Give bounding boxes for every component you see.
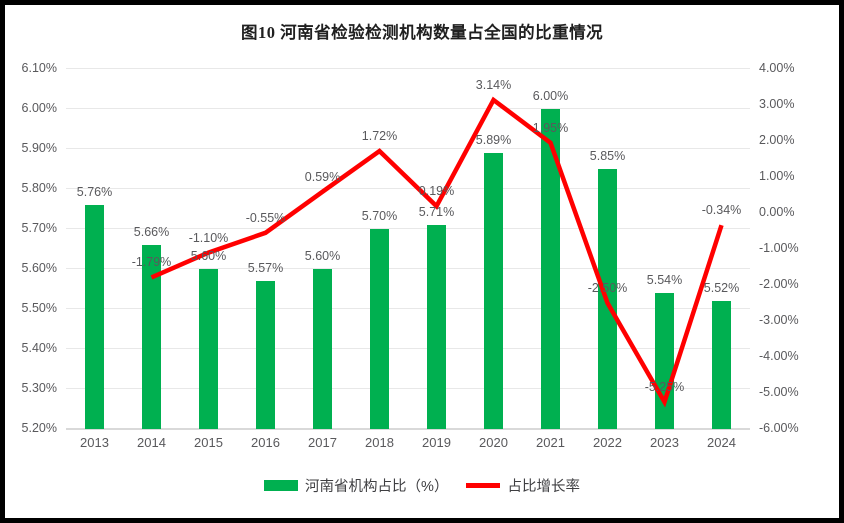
bar-value-label: 5.85%	[589, 149, 626, 163]
plot-area: 5.20% 5.30% 5.40% 5.50% 5.60% 5.70% 5.80% 5.90%…	[22, 62, 799, 450]
right-axis-tick-label: 2.00%	[759, 133, 795, 147]
x-axis-tick-label: 2018	[365, 435, 394, 450]
line-value-label: -5.25%	[644, 380, 685, 394]
line-series	[150, 96, 724, 408]
right-axis-tick-label: 1.00%	[759, 169, 795, 183]
legend-label: 占比增长率	[507, 479, 580, 495]
bar	[199, 269, 218, 429]
gridline	[66, 348, 750, 349]
line-value-label: 1.72%	[361, 129, 398, 144]
left-axis-tick-label: 5.80%	[21, 181, 57, 195]
line-value-label: 3.14%	[475, 77, 512, 92]
gridline	[66, 268, 750, 269]
line-value-label: 0.59%	[304, 169, 341, 184]
x-axis-tick-label: 2024	[707, 435, 736, 450]
line-value-label: -0.55%	[245, 210, 286, 225]
legend-item[interactable]: 河南省机构占比（%）	[264, 475, 448, 496]
line-value-label: -0.34%	[701, 203, 742, 218]
line-value-label: 0.19%	[418, 184, 455, 199]
x-axis-tick-label: 2020	[479, 435, 508, 450]
right-axis-tick-label: 3.00%	[759, 97, 795, 111]
right-axis-tick-label: -4.00%	[759, 349, 799, 363]
legend-item[interactable]: 占比增长率	[466, 475, 580, 496]
x-axis-tick-label: 2015	[194, 435, 223, 450]
left-axis-tick-label: 5.70%	[21, 221, 57, 235]
chart-legend: 河南省机构占比（%） 占比增长率	[5, 475, 839, 496]
gridline	[66, 428, 750, 430]
legend-label: 河南省机构占比（%）	[305, 479, 449, 495]
left-axis-tick-label: 5.40%	[21, 341, 57, 355]
right-axis-tick-label: -1.00%	[759, 241, 799, 255]
gridline	[66, 308, 750, 309]
x-axis-tick-label: 2022	[593, 435, 622, 450]
left-axis-tick-label: 5.90%	[21, 141, 57, 155]
x-axis-tick-label: 2023	[650, 435, 679, 450]
bar-value-label: 5.57%	[247, 261, 284, 275]
chart-title: 图10 河南省检验检测机构数量占全国的比重情况	[240, 23, 604, 42]
bar	[484, 153, 503, 429]
gridline	[66, 228, 750, 229]
x-axis-tick-label: 2013	[80, 435, 109, 450]
bar	[313, 269, 332, 429]
gridline	[66, 68, 750, 70]
right-axis-tick-label: 4.00%	[759, 61, 795, 75]
bar	[427, 225, 446, 429]
bar-value-label: 5.71%	[418, 205, 455, 219]
bar	[370, 229, 389, 429]
right-axis-tick-label: -6.00%	[759, 421, 799, 435]
left-axis-tick-label: 6.10%	[21, 61, 57, 75]
legend-line-swatch-icon	[466, 483, 501, 488]
bar-value-label: 5.60%	[190, 249, 227, 263]
bar	[256, 281, 275, 429]
bar	[712, 301, 731, 429]
bar-value-label: 5.70%	[361, 209, 398, 223]
right-axis-tick-label: -5.00%	[759, 385, 799, 399]
right-axis-tick-label: -3.00%	[759, 313, 799, 327]
bar-value-label: 5.54%	[646, 273, 683, 287]
right-axis-tick-label: 0.00%	[759, 205, 795, 219]
left-axis-tick-label: 5.20%	[21, 421, 57, 435]
x-axis-tick-label: 2017	[308, 435, 337, 450]
bar	[142, 245, 161, 429]
bar-value-label: 5.60%	[304, 249, 341, 263]
x-axis-tick-label: 2021	[536, 435, 565, 450]
left-axis-tick-label: 5.60%	[21, 261, 57, 275]
line-value-label: -1.79%	[131, 255, 172, 270]
bar	[541, 109, 560, 429]
gridline	[66, 108, 750, 109]
gridline	[66, 388, 750, 389]
right-axis-tick-label: -2.00%	[759, 277, 799, 291]
bar-value-label: 6.00%	[532, 89, 569, 103]
left-axis-tick-label: 6.00%	[21, 101, 57, 115]
bar-value-label: 5.76%	[76, 185, 113, 199]
line-value-label: -1.10%	[188, 230, 229, 245]
x-axis-tick-label: 2019	[422, 435, 451, 450]
legend-bar-swatch-icon	[264, 480, 299, 491]
line-value-label: 1.95%	[532, 120, 569, 135]
bar-value-label: 5.52%	[703, 281, 740, 295]
x-axis-tick-label: 2016	[251, 435, 280, 450]
x-axis-tick-label: 2014	[137, 435, 166, 450]
bar-value-label: 5.89%	[475, 133, 512, 147]
gridline	[66, 148, 750, 149]
growth-rate-line	[150, 96, 724, 408]
bar-value-label: 5.66%	[133, 225, 170, 239]
line-value-label: -2.50%	[587, 281, 628, 295]
chart-figure: 图10 河南省检验检测机构数量占全国的比重情况 5.20% 5.30% 5.40% 5…	[5, 5, 839, 518]
left-axis-tick-label: 5.50%	[21, 301, 57, 315]
left-axis-tick-label: 5.30%	[21, 381, 57, 395]
bar	[85, 205, 104, 429]
gridline	[66, 188, 750, 189]
